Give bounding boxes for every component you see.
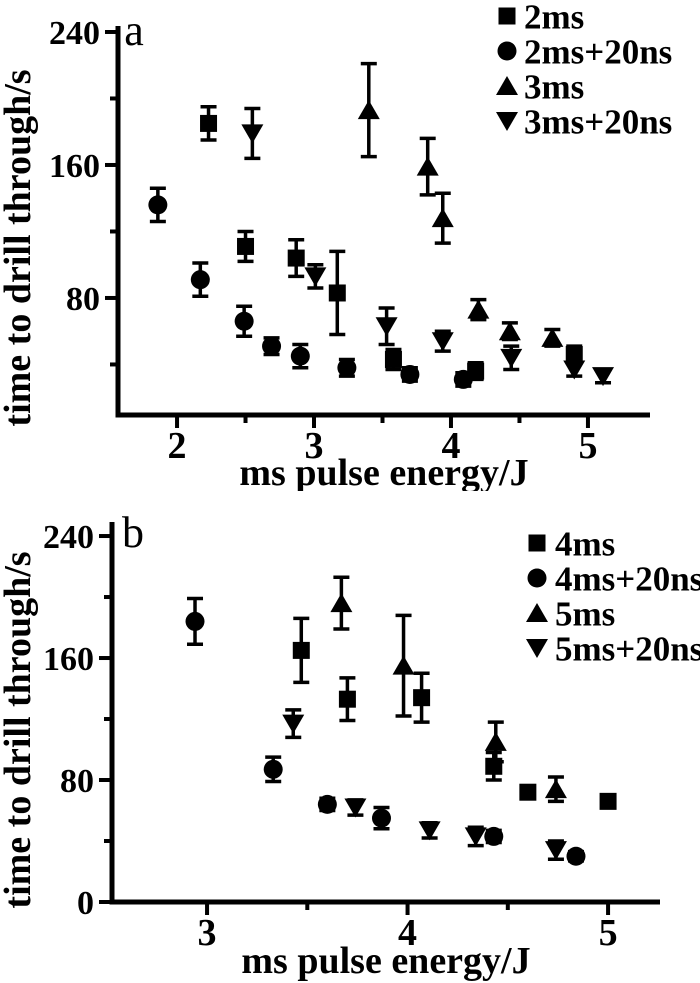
y-tick-label: 160 xyxy=(43,641,94,678)
legend-label: 2ms+20ns xyxy=(524,32,672,71)
marker-triangle-down xyxy=(418,821,441,841)
marker-square xyxy=(384,350,402,368)
y-tick-label: 80 xyxy=(66,281,100,318)
x-tick-label: 3 xyxy=(198,912,217,954)
marker-triangle-up xyxy=(484,731,507,751)
panel-letter: a xyxy=(124,6,144,55)
marker-circle xyxy=(263,759,283,779)
marker-triangle-up xyxy=(431,208,454,228)
marker-square xyxy=(237,237,255,255)
legend-label: 5ms xyxy=(555,594,615,633)
marker-circle xyxy=(484,826,504,846)
x-tick-label: 4 xyxy=(398,912,417,954)
y-axis-title: time to drill through/s xyxy=(0,551,39,908)
marker-triangle-down xyxy=(375,317,398,337)
marker-triangle-down xyxy=(304,267,327,287)
marker-triangle-down xyxy=(544,841,567,861)
legend-marker-square xyxy=(498,7,516,25)
marker-triangle-up xyxy=(357,100,380,120)
legend-marker-triangle-down xyxy=(526,639,548,658)
legend-marker-triangle-up xyxy=(496,76,518,95)
marker-circle xyxy=(148,195,168,215)
marker-triangle-down xyxy=(241,124,264,144)
marker-circle xyxy=(185,611,205,631)
series-2ms+20ns xyxy=(148,186,473,389)
legend-marker-circle xyxy=(527,568,547,588)
marker-triangle-down xyxy=(344,798,367,818)
marker-triangle-up xyxy=(541,327,564,347)
marker-triangle-down xyxy=(563,360,586,380)
marker-square xyxy=(519,783,537,801)
y-tick-label: 240 xyxy=(49,15,100,52)
series-5ms+20ns xyxy=(282,708,567,862)
legend-label: 5ms+20ns xyxy=(555,629,700,668)
marker-triangle-up xyxy=(392,655,415,675)
x-tick-label: 3 xyxy=(305,425,324,467)
marker-square xyxy=(413,689,431,707)
y-tick-label: 0 xyxy=(77,885,94,922)
panel-a-chart: 240 160 80 2 3 4 5 ms pulse energy/J time to dri… xyxy=(0,0,672,491)
marker-square xyxy=(287,249,305,267)
x-axis-title: ms pulse energy/J xyxy=(241,940,530,982)
legend-marker-triangle-up xyxy=(526,603,548,622)
marker-triangle-up xyxy=(416,156,439,176)
y-tick-label: 160 xyxy=(49,148,100,185)
marker-circle xyxy=(234,311,254,331)
marker-square xyxy=(292,641,310,659)
legend-marker-square xyxy=(528,534,546,552)
marker-triangle-down xyxy=(282,714,305,734)
marker-square xyxy=(200,114,218,132)
y-axis-title: time to drill through/s xyxy=(0,69,39,426)
series-3ms+20ns xyxy=(241,106,615,387)
panel-b-chart: 240 160 80 0 3 4 5 ms pulse energy/J time to dri… xyxy=(0,508,700,982)
panel-letter: b xyxy=(122,508,144,557)
marker-triangle-down xyxy=(500,348,523,368)
legend-label: 2ms xyxy=(524,0,584,36)
marker-circle xyxy=(453,369,473,389)
marker-triangle-down xyxy=(431,332,454,352)
axes-frame xyxy=(115,26,650,418)
series-5ms xyxy=(330,575,567,804)
marker-triangle-down xyxy=(592,367,615,387)
marker-triangle-up xyxy=(330,593,353,613)
marker-square xyxy=(328,284,346,302)
marker-circle xyxy=(371,808,391,828)
marker-circle xyxy=(566,846,586,866)
marker-triangle-up xyxy=(544,779,567,799)
marker-circle xyxy=(190,270,210,290)
marker-circle xyxy=(290,346,310,366)
marker-square xyxy=(599,792,617,810)
legend-label: 4ms xyxy=(555,524,615,563)
series-4ms+20ns xyxy=(185,596,586,866)
marker-triangle-up xyxy=(467,299,490,319)
marker-triangle-up xyxy=(498,321,521,341)
marker-triangle-down xyxy=(464,827,487,847)
x-tick-label: 4 xyxy=(441,425,460,467)
marker-circle xyxy=(400,364,420,384)
legend-marker-circle xyxy=(497,41,517,61)
x-tick-label: 5 xyxy=(599,912,618,954)
legend-label: 3ms+20ns xyxy=(524,102,672,141)
legend-label: 4ms+20ns xyxy=(555,559,700,598)
x-tick-label: 5 xyxy=(578,425,597,467)
legend-marker-triangle-down xyxy=(496,112,518,131)
marker-circle xyxy=(262,336,282,356)
x-tick-label: 2 xyxy=(168,425,187,467)
marker-square xyxy=(338,690,356,708)
marker-circle xyxy=(317,794,337,814)
x-axis-title: ms pulse energy/J xyxy=(239,452,528,491)
y-tick-label: 240 xyxy=(43,519,94,556)
marker-square xyxy=(565,345,583,363)
series-2ms xyxy=(200,105,583,382)
series-3ms xyxy=(357,61,564,348)
legend-label: 3ms xyxy=(524,67,584,106)
marker-circle xyxy=(337,358,357,378)
y-tick-label: 80 xyxy=(60,763,94,800)
